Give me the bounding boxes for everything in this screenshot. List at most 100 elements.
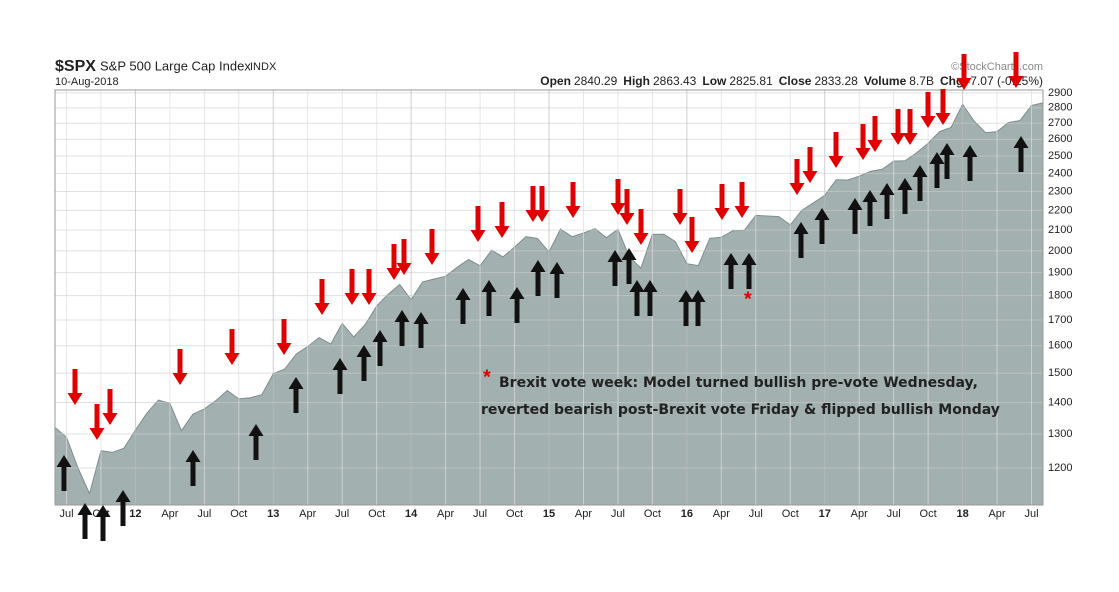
sell-arrow [802,147,818,183]
x-tick-label: Oct [920,508,937,520]
y-tick-label: 2100 [1048,224,1072,236]
x-tick-label: 13 [267,508,279,520]
x-tick-label: Apr [713,508,730,520]
credit: ©StockCharts.com [951,61,1043,73]
quote-label: Open [540,74,571,88]
y-tick-label: 1600 [1048,340,1072,352]
buy-arrow [248,424,264,460]
quote-label: High [623,74,650,88]
y-tick-label: 2800 [1048,102,1072,114]
x-tick-label: Oct [506,508,523,520]
y-tick-label: 2300 [1048,185,1072,197]
quote: Open 2840.29 High 2863.43 Low 2825.81 Close 283… [540,74,1043,88]
plot-frame [54,89,1044,506]
quote-value: 2863.43 [653,74,697,88]
buy-arrow [56,455,72,491]
x-tick-label: Oct [644,508,661,520]
buy-arrow [394,310,410,346]
buy-arrow [549,262,565,298]
y-tick-label: 1200 [1048,462,1072,474]
buy-arrow [621,248,637,284]
x-tick-label: Oct [230,508,247,520]
y-tick-label: 2900 [1048,87,1072,99]
y-tick-label: 1900 [1048,267,1072,279]
y-tick-label: 2000 [1048,245,1072,257]
buy-arrow [1013,136,1029,172]
buy-arrow [897,178,913,214]
x-tick-label: Oct [782,508,799,520]
sell-arrow [633,209,649,245]
sell-arrow [619,189,635,225]
sell-arrow [344,269,360,305]
quote-label: Low [702,74,727,88]
y-tick-label: 1400 [1048,396,1072,408]
sell-arrow [424,229,440,265]
buy-arrow [288,377,304,413]
buy-arrow [741,253,757,289]
buy-arrow [847,198,863,234]
quote-label: Close [779,74,812,88]
buy-arrow [413,312,429,348]
symbol: $SPX [55,58,96,75]
x-tick-label: Oct [368,508,385,520]
sell-arrow [789,159,805,195]
x-tick-label: Apr [851,508,868,520]
sell-arrow [956,54,972,90]
buy-arrow [929,152,945,188]
y-tick-label: 2200 [1048,204,1072,216]
sell-arrow [89,404,105,440]
buy-arrow [678,290,694,326]
sell-arrow [102,389,118,425]
annotation-marker: * [483,366,491,388]
buy-arrow [629,280,645,316]
annotation-line: Brexit vote week: Model turned bullish p… [499,375,978,391]
buy-arrow [455,288,471,324]
sell-arrow [734,182,750,218]
quote-label: Volume [864,74,907,88]
x-tick-label: Jul [887,508,901,520]
sell-arrow [494,202,510,238]
sell-arrow [828,132,844,168]
x-tick-label: 14 [405,508,418,520]
x-tick-label: Apr [988,508,1005,520]
buy-arrow [509,287,525,323]
buy-arrow [607,250,623,286]
buy-arrow [912,165,928,201]
buy-arrow [95,505,111,541]
buy-arrow [879,183,895,219]
plot-area [54,89,1044,506]
y-tick-label: 1800 [1048,290,1072,302]
buy-arrow [939,143,955,179]
x-tick-label: Jul [749,508,763,520]
x-tick-label: 12 [129,508,141,520]
y-tick-label: 2600 [1048,133,1072,145]
buy-arrow [115,490,131,526]
x-tick-label: Apr [575,508,592,520]
x-tick-label: Apr [161,508,178,520]
sell-arrow [855,124,871,160]
buy-arrow [690,290,706,326]
x-tick-label: Jul [1024,508,1038,520]
sell-arrow [361,269,377,305]
x-tick-label: 15 [543,508,555,520]
y-tick-label: 1700 [1048,314,1072,326]
y-tick-label: 1500 [1048,367,1072,379]
y-tick-label: 2500 [1048,150,1072,162]
sell-arrow [714,184,730,220]
exchange: INDX [250,61,277,73]
buy-arrow [962,145,978,181]
x-tick-label: Jul [473,508,487,520]
index-title: S&P 500 Large Cap Index [100,58,251,73]
x-tick-label: Jul [611,508,625,520]
sell-arrow [224,329,240,365]
quote-value: 2840.29 [574,74,618,88]
sell-arrow [867,116,883,152]
quote-value: 8.7B [909,74,934,88]
x-tick-label: 17 [819,508,831,520]
buy-arrow [356,345,372,381]
sell-arrow [386,244,402,280]
buy-arrow [185,450,201,486]
sell-arrow [1008,52,1024,88]
sell-arrow [610,179,626,215]
sell-arrow [470,206,486,242]
